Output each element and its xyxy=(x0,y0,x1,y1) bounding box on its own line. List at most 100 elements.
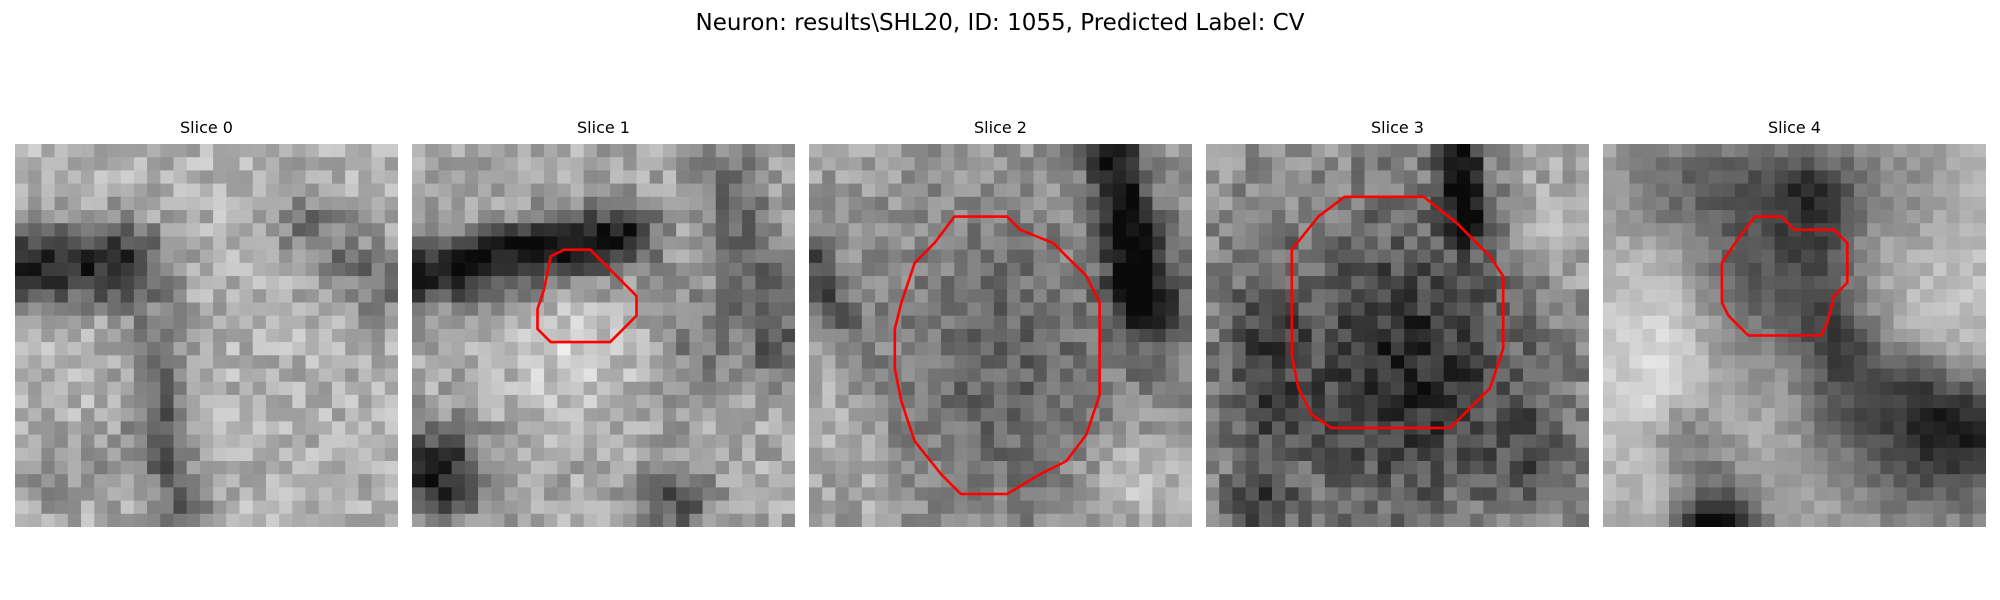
pixel xyxy=(1390,302,1405,317)
pixel xyxy=(1695,342,1710,356)
pixel xyxy=(54,487,69,502)
pixel xyxy=(570,315,585,330)
pixel xyxy=(425,421,440,436)
pixel xyxy=(1840,513,1855,527)
pixel xyxy=(875,368,889,383)
pixel xyxy=(1522,196,1537,211)
slice-title-1: Slice 1 xyxy=(577,118,630,137)
slice-panel-1: Slice 1 xyxy=(412,118,795,527)
pixel xyxy=(1642,315,1657,330)
pixel xyxy=(1046,421,1061,436)
pixel xyxy=(15,157,29,172)
pixel xyxy=(1086,183,1101,198)
pixel xyxy=(809,500,823,515)
pixel xyxy=(1906,262,1921,277)
pixel xyxy=(822,500,837,515)
pixel xyxy=(67,421,82,436)
pixel xyxy=(1099,434,1114,449)
pixel xyxy=(1880,328,1895,343)
pixel xyxy=(1893,210,1908,224)
pixel xyxy=(1959,302,1974,317)
pixel xyxy=(1020,144,1035,158)
pixel xyxy=(265,421,280,436)
pixel xyxy=(504,342,519,356)
pixel xyxy=(252,196,267,211)
pixel xyxy=(715,144,730,158)
pixel xyxy=(1338,210,1352,224)
pixel xyxy=(491,368,506,383)
slice-title-0: Slice 0 xyxy=(180,118,233,137)
pixel xyxy=(1616,474,1631,488)
pixel xyxy=(1059,408,1074,422)
pixel xyxy=(636,157,651,172)
pixel xyxy=(1470,157,1484,172)
pixel xyxy=(1827,474,1842,488)
pixel xyxy=(728,434,743,449)
pixel xyxy=(1735,434,1749,449)
pixel xyxy=(305,408,320,422)
pixel xyxy=(980,262,995,277)
pixel xyxy=(1919,434,1934,449)
pixel xyxy=(1946,170,1961,185)
pixel xyxy=(1338,144,1352,158)
pixel xyxy=(1351,513,1366,527)
pixel xyxy=(1456,487,1471,502)
pixel xyxy=(875,223,889,238)
pixel xyxy=(781,447,795,462)
pixel xyxy=(1443,381,1458,396)
pixel xyxy=(1125,421,1140,436)
pixel xyxy=(1417,236,1432,251)
pixel xyxy=(1351,183,1366,198)
pixel xyxy=(1616,223,1631,238)
pixel xyxy=(1629,487,1644,502)
pixel xyxy=(728,394,743,409)
pixel xyxy=(252,262,267,277)
pixel xyxy=(1377,236,1392,251)
pixel xyxy=(1946,460,1961,475)
pixel xyxy=(636,276,651,290)
pixel xyxy=(1443,276,1458,290)
pixel xyxy=(54,157,69,172)
pixel xyxy=(781,236,795,251)
pixel xyxy=(412,302,426,317)
pixel xyxy=(1629,342,1644,356)
pixel xyxy=(927,368,942,383)
pixel xyxy=(649,408,664,422)
pixel xyxy=(1959,196,1974,211)
pixel xyxy=(1086,289,1101,304)
pixel xyxy=(1112,236,1127,251)
pixel xyxy=(412,249,426,264)
pixel xyxy=(186,487,201,502)
pixel xyxy=(1219,500,1234,515)
pixel xyxy=(623,302,638,317)
pixel xyxy=(1020,513,1035,527)
pixel xyxy=(464,249,479,264)
pixel xyxy=(331,421,346,436)
pixel xyxy=(94,394,109,409)
pixel xyxy=(213,408,227,422)
pixel xyxy=(1165,144,1180,158)
pixel xyxy=(1629,328,1644,343)
pixel xyxy=(768,355,783,370)
pixel xyxy=(1814,196,1829,211)
pixel xyxy=(41,342,56,356)
pixel xyxy=(1735,342,1749,356)
pixel xyxy=(1456,170,1471,185)
pixel xyxy=(583,487,598,502)
pixel xyxy=(1642,408,1657,422)
pixel xyxy=(1351,355,1366,370)
pixel xyxy=(1549,196,1564,211)
pixel xyxy=(1893,262,1908,277)
pixel xyxy=(1351,236,1366,251)
pixel xyxy=(1972,447,1986,462)
pixel xyxy=(371,170,386,185)
pixel xyxy=(1774,183,1789,198)
pixel xyxy=(1033,434,1048,449)
pixel xyxy=(676,381,690,396)
pixel xyxy=(1695,355,1710,370)
pixel xyxy=(1417,355,1432,370)
pixel xyxy=(689,342,704,356)
pixel xyxy=(570,249,585,264)
pixel xyxy=(1536,183,1550,198)
pixel xyxy=(1735,513,1749,527)
